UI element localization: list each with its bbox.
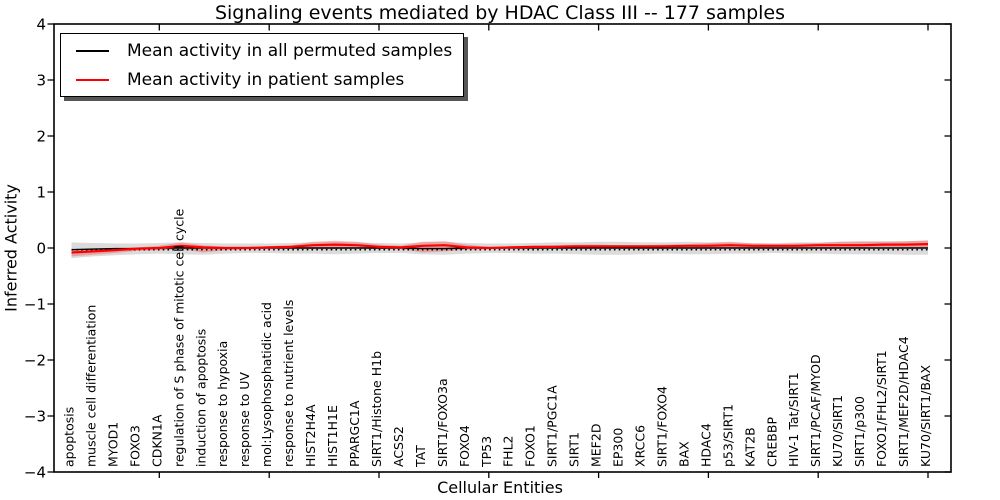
legend-label-permuted: Mean activity in all permuted samples (127, 40, 453, 61)
category-label: HIST2H4A (303, 404, 318, 467)
x-axis-label: Cellular Entities (437, 478, 563, 497)
y-tick-label: 2 (36, 128, 46, 146)
category-label: SIRT1/FOXO3a (435, 378, 450, 467)
category-label: CDKN1A (149, 414, 164, 467)
y-tick-label: −1 (24, 296, 46, 314)
category-label: CREBBP (764, 417, 779, 467)
category-label: TP53 (479, 436, 494, 468)
y-tick-label: 3 (36, 72, 46, 90)
category-label: SIRT1 (567, 432, 582, 467)
chart-title: Signaling events mediated by HDAC Class … (214, 2, 786, 24)
category-label: KU70/SIRT1 (830, 395, 845, 467)
patient-mean-line (71, 243, 929, 254)
category-label: response to nutrient levels (281, 300, 296, 467)
legend: Mean activity in all permuted samples Me… (60, 33, 465, 97)
category-label: induction of apoptosis (193, 329, 208, 467)
category-label: MYOD1 (105, 422, 120, 467)
category-label: TAT (413, 445, 428, 468)
category-label: KAT2B (742, 427, 757, 467)
category-label: MEF2D (589, 424, 604, 467)
legend-item-patient: Mean activity in patient samples (61, 65, 452, 94)
legend-line-sample-patient (76, 78, 109, 81)
legend-line-sample-permuted (76, 49, 109, 52)
category-label: HDAC4 (698, 423, 713, 467)
category-label: XRCC6 (633, 425, 648, 467)
y-axis-ticks (47, 23, 951, 473)
category-label: FOXO4 (457, 425, 472, 467)
category-labels: apoptosis muscle cell differentiation MYOD… (62, 208, 934, 468)
category-label: SIRT1/FOXO4 (655, 386, 670, 467)
legend-label-patient: Mean activity in patient samples (127, 69, 405, 90)
category-label: p53/SIRT1 (720, 404, 735, 467)
category-label: KU70/SIRT1/BAX (918, 365, 933, 467)
x-axis-ticks (158, 24, 929, 478)
category-label: HIV-1 Tat/SIRT1 (786, 372, 801, 467)
y-tick-label: 1 (36, 184, 46, 202)
y-tick-label: 0 (36, 240, 46, 258)
category-label: regulation of S phase of mitotic cell cy… (171, 208, 186, 467)
category-label: response to UV (237, 372, 252, 467)
category-label: SIRT1/p300 (852, 396, 867, 467)
category-label: FOXO3 (127, 425, 142, 467)
category-label: PPARGC1A (347, 400, 362, 467)
category-label: apoptosis (62, 407, 77, 467)
category-label: SIRT1/Histone H1b (369, 351, 384, 467)
category-label: SIRT1/PCAF/MYOD (808, 354, 823, 467)
y-tick-label: −4 (24, 464, 46, 482)
category-label: FHL2 (501, 435, 516, 467)
category-label: HIST1H1E (325, 405, 340, 467)
category-label: BAX (676, 441, 691, 467)
y-tick-label: 4 (36, 16, 46, 34)
category-label: SIRT1/PGC1A (545, 385, 560, 467)
category-label: mol:Lysophosphatidic acid (259, 302, 274, 467)
category-label: SIRT1/MEF2D/HDAC4 (896, 336, 911, 467)
y-axis-tick-labels: −4 −3 −2 −1 0 1 2 3 4 (24, 16, 46, 482)
legend-item-permuted: Mean activity in all permuted samples (61, 36, 452, 65)
category-label: FOXO1/FHL2/SIRT1 (874, 350, 889, 467)
category-label: FOXO1 (523, 425, 538, 467)
category-label: EP300 (611, 428, 626, 467)
category-label: muscle cell differentiation (84, 305, 99, 467)
y-tick-label: −3 (24, 408, 46, 426)
y-tick-label: −2 (24, 352, 46, 370)
category-label: response to hypoxia (215, 341, 230, 467)
category-label: ACSS2 (391, 426, 406, 467)
